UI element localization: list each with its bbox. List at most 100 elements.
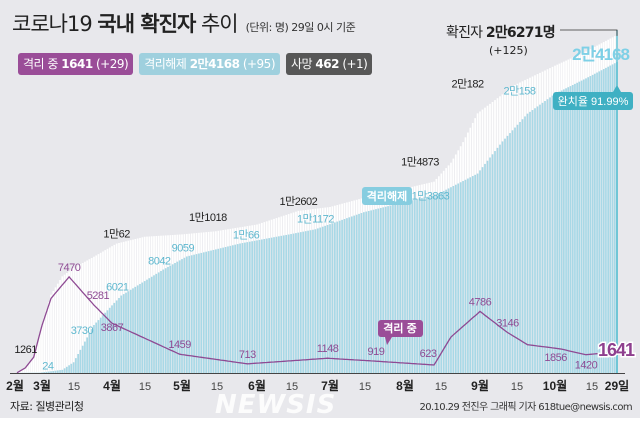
released-bar (169, 265, 172, 373)
released-bar (45, 371, 48, 373)
released-bar (285, 234, 288, 373)
data-label: 1459 (168, 339, 191, 351)
confirmed-bar (26, 364, 29, 373)
confirmed-bar (75, 266, 77, 373)
confirmed-bar (39, 332, 41, 373)
data-label: 3730 (71, 325, 94, 337)
released-bar (122, 294, 125, 373)
released-bar (585, 78, 587, 373)
released-bar (394, 204, 397, 373)
confirmed-bar (56, 283, 59, 373)
released-bar (205, 251, 208, 373)
recovery-rate-bg (553, 92, 633, 110)
confirmed-bar (36, 340, 39, 373)
released-bar (227, 246, 229, 373)
released-bar (467, 178, 469, 373)
released-bar (118, 297, 120, 373)
released-bar (171, 264, 174, 373)
released-bar (43, 372, 46, 373)
released-bar (387, 206, 389, 373)
released-bar (178, 260, 181, 373)
released-bar (143, 281, 146, 373)
released-bar (324, 225, 326, 373)
confirmed-bar (43, 317, 46, 373)
released-bar (326, 224, 329, 373)
released-bar (377, 208, 380, 373)
released-bar (282, 235, 285, 373)
data-label: 1만62 (103, 228, 130, 241)
confirmed-bar (50, 294, 52, 373)
badge-value: 462 (315, 57, 339, 71)
released-bar (454, 184, 457, 373)
confirmed-bar (90, 257, 93, 373)
released-bar (244, 242, 246, 373)
released-bar (202, 252, 205, 373)
released-bar (384, 206, 387, 373)
released-bar (185, 256, 188, 373)
released-bar (150, 276, 153, 373)
released-bar (160, 270, 162, 373)
data-label: 713 (239, 349, 256, 361)
released-bar (462, 181, 464, 373)
x-tick-label: 15 (286, 381, 298, 393)
released-bar (353, 215, 356, 373)
released-bar (365, 211, 368, 373)
data-label: 3867 (101, 322, 124, 334)
released-bar (396, 203, 399, 373)
released-bar (183, 257, 186, 373)
confirmed-total-label: 확진자 (446, 25, 483, 41)
released-bar (222, 247, 224, 373)
released-bar (438, 193, 440, 373)
x-tick-label: 3월 (33, 378, 51, 393)
data-label: 1148 (317, 343, 339, 355)
released-tag: 격리해제 (367, 189, 407, 203)
isolated-tag: 격리 중 (383, 321, 416, 335)
released-bar (193, 254, 195, 373)
released-bar (565, 88, 567, 374)
unit-note: (단위: 명) 29일 0시 기준 (245, 21, 356, 34)
released-bar (486, 160, 489, 373)
released-bar (489, 157, 491, 373)
released-bar (229, 245, 232, 373)
confirmed-bar (63, 274, 66, 373)
badge-label: 사망 (291, 57, 313, 71)
released-bar (602, 69, 605, 374)
badge-delta: (+95) (242, 57, 276, 71)
data-label: 9059 (172, 242, 195, 254)
badge-label: 격리 중 (23, 57, 58, 71)
released-bar (435, 194, 438, 373)
x-tick-label: 2월 (6, 378, 24, 393)
released-bar (499, 144, 501, 373)
released-bar (297, 232, 300, 373)
released-bar (188, 255, 191, 373)
released-bar (88, 333, 91, 373)
released-bar (411, 200, 414, 373)
released-bar (578, 81, 581, 373)
released-bar (464, 179, 467, 373)
released-bar (146, 279, 148, 373)
badge-label: 격리해제 (144, 57, 187, 71)
data-label: 2만158 (503, 85, 535, 98)
released-bar (253, 240, 256, 373)
released-bar (120, 295, 123, 373)
released-bar (519, 121, 521, 374)
confirmed-bar (84, 261, 86, 373)
confirmed-bar (22, 368, 25, 373)
source: 자료: 질병관리청 (10, 400, 84, 413)
released-bar (375, 209, 377, 373)
x-tick-label: 15 (435, 381, 447, 393)
released-bar (132, 288, 134, 373)
released-bar (421, 197, 423, 373)
released-bar (459, 182, 462, 373)
released-bar (605, 67, 607, 374)
released-bar (580, 80, 583, 373)
released-bar (236, 244, 239, 373)
confirmed-bar (61, 276, 64, 373)
badge-value: 1641 (61, 57, 93, 71)
released-bar (52, 370, 55, 373)
released-bar (404, 201, 406, 373)
badge-delta: (+1) (342, 57, 368, 71)
released-bar (314, 229, 317, 373)
released-bar (457, 183, 460, 373)
